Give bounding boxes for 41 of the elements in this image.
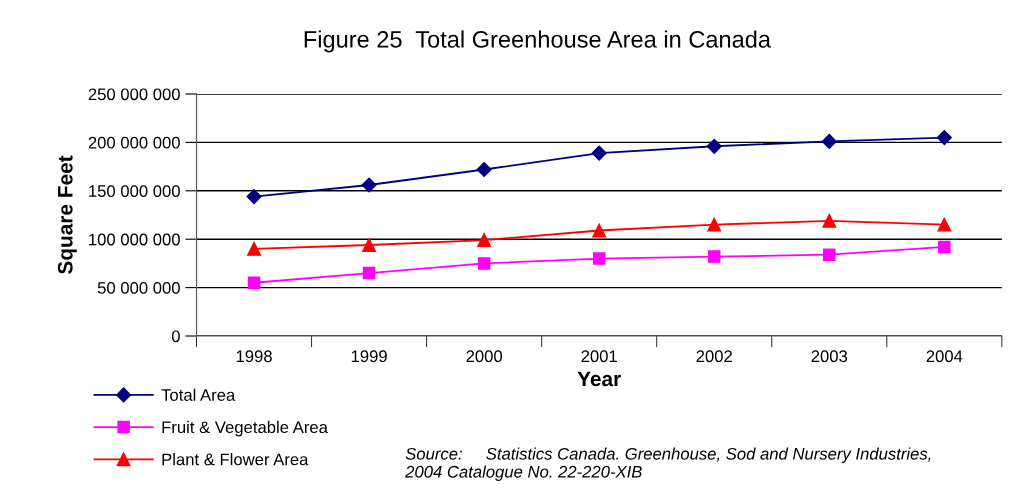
y-tick-label: 250 000 000 [88,88,180,101]
x-tick-label: 1999 [351,350,387,363]
x-tick-label: 2001 [581,350,617,363]
x-axis-title: Year [577,371,621,387]
point [937,217,952,232]
legend-label: Total Area [161,388,236,401]
point [362,238,377,252]
source-note: Source: Statistics Canada. Greenhouse, Sod and Nursery Industries, 2004 Catalogue No. 22-220-XIB [405,447,931,481]
point [592,252,606,265]
chart-title: Figure 25 Total Greenhouse Area in Canada [304,30,771,53]
x-tick-label: 1998 [236,350,272,363]
x-tick-label: 2004 [926,350,963,363]
y-axis-title: Square Feet [57,155,77,275]
y-tick-label: 150 000 000 [89,185,180,197]
point [706,138,722,154]
y-tick-label: 100 000 000 [89,233,180,246]
y-tick-label: 50 000 000 [97,282,180,294]
point [821,133,837,150]
point [936,129,952,146]
x-tick-label: 2000 [466,350,503,363]
x-tick-label: 2002 [696,350,732,363]
point [823,248,836,261]
y-tick-label: 0 [171,330,180,343]
point [476,161,492,178]
point [246,189,262,205]
y-tick-label: 200 000 000 [88,136,180,149]
point [938,240,951,254]
legend-label: Plant & Flower Area [162,453,309,466]
x-tick-label: 2003 [811,350,848,363]
point [477,233,492,248]
point [362,266,376,280]
point [361,177,377,193]
point [247,276,261,290]
legend-label: Fruit & Vegetable Area [162,420,328,437]
point [477,257,491,270]
point [707,250,721,263]
point [707,217,722,232]
point [247,241,261,256]
point [591,145,607,161]
point [592,223,607,238]
point [822,213,837,228]
